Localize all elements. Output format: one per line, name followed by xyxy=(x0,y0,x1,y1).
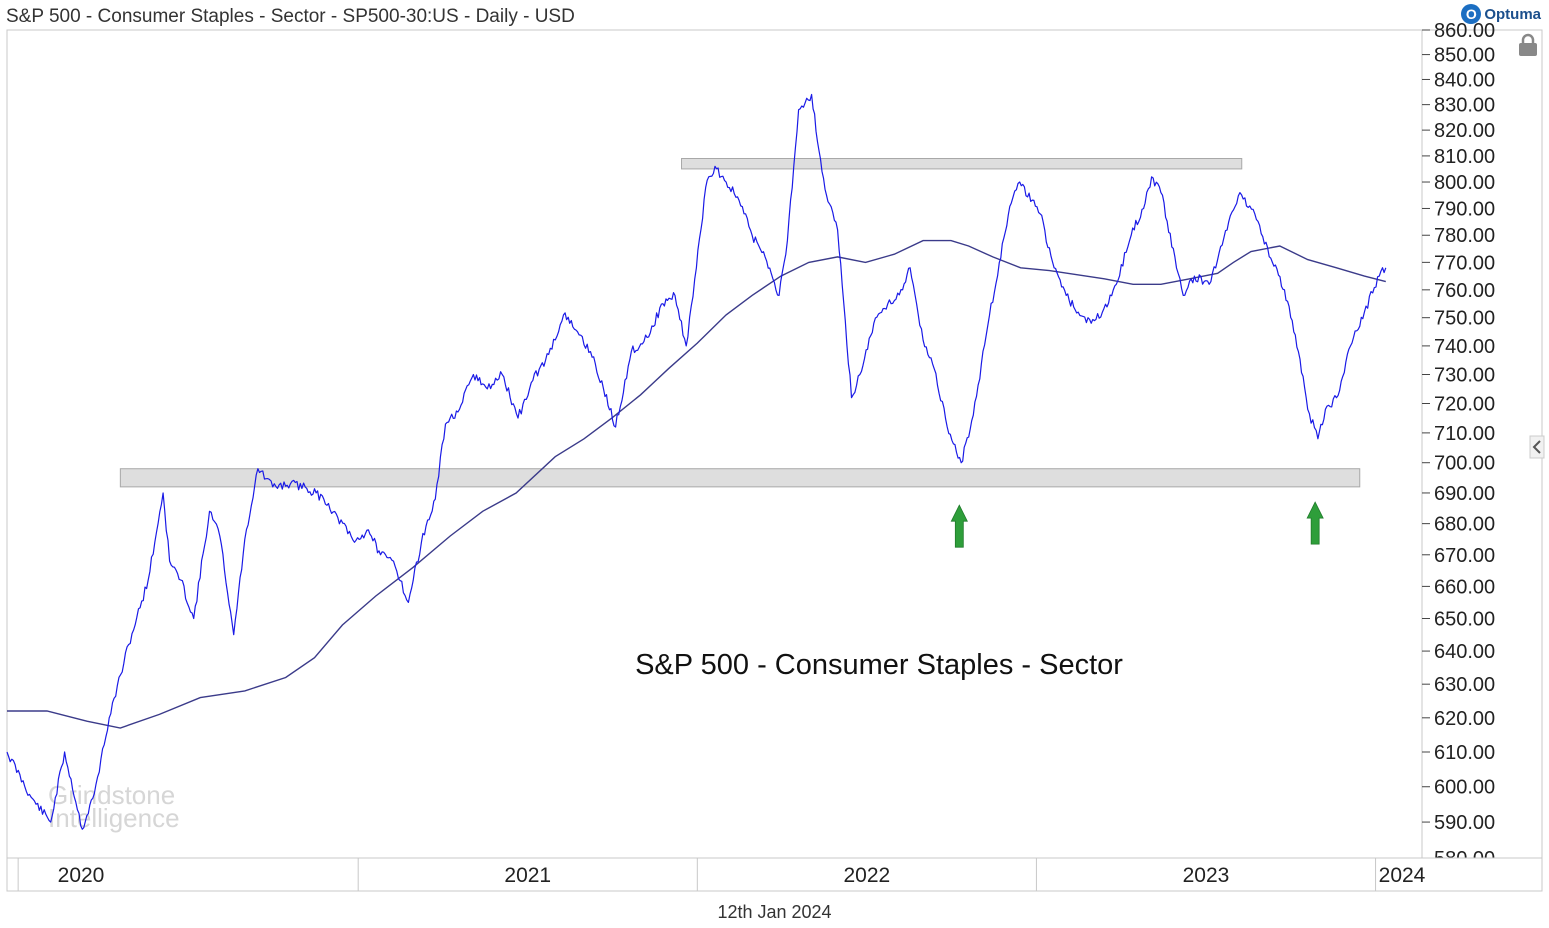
x-axis-labels: 2020 2021 2022 2023 2024 xyxy=(17,858,1426,891)
y-tick-label: 620.00 xyxy=(1434,708,1495,730)
y-tick-label: 660.00 xyxy=(1434,576,1495,598)
moving-average-line xyxy=(7,239,1386,729)
up-arrow xyxy=(950,504,968,548)
y-tick-label: 800.00 xyxy=(1434,172,1495,194)
resistance-zone xyxy=(681,158,1243,170)
y-tick-label: 610.00 xyxy=(1434,742,1495,764)
support-zone xyxy=(119,468,1361,488)
x-axis-label: 2020 xyxy=(58,864,105,887)
brand-logo: O Optuma xyxy=(1461,4,1541,24)
y-tick-label: 750.00 xyxy=(1434,308,1495,330)
y-tick-label: 710.00 xyxy=(1434,423,1495,445)
y-tick-label: 630.00 xyxy=(1434,674,1495,696)
y-tick-label: 760.00 xyxy=(1434,280,1495,302)
time-axis[interactable] xyxy=(6,857,1543,892)
y-axis-ticks: 580.00590.00600.00610.00620.00630.00640.… xyxy=(1422,20,1495,870)
y-tick-label: 790.00 xyxy=(1434,198,1495,220)
y-tick-label: 640.00 xyxy=(1434,641,1495,663)
price-line xyxy=(6,93,1387,830)
y-tick-label: 820.00 xyxy=(1434,120,1495,142)
arrows xyxy=(950,501,1324,548)
y-tick-label: 700.00 xyxy=(1434,453,1495,475)
y-tick-label: 840.00 xyxy=(1434,69,1495,91)
lock-icon[interactable] xyxy=(1519,33,1537,56)
up-arrow xyxy=(1306,501,1324,545)
y-tick-label: 770.00 xyxy=(1434,252,1495,274)
y-tick-label: 670.00 xyxy=(1434,545,1495,567)
y-tick-label: 780.00 xyxy=(1434,225,1495,247)
price-axis[interactable] xyxy=(1421,29,1543,859)
y-tick-label: 730.00 xyxy=(1434,364,1495,386)
footer-date: 12th Jan 2024 xyxy=(717,902,832,922)
watermark: Grindstone Intelligence xyxy=(48,780,180,833)
chart-title: S&P 500 - Consumer Staples - Sector - SP… xyxy=(6,6,575,27)
y-tick-label: 740.00 xyxy=(1434,336,1495,358)
y-tick-label: 860.00 xyxy=(1434,20,1495,42)
price-series xyxy=(6,93,1387,830)
y-tick-label: 830.00 xyxy=(1434,95,1495,117)
x-axis-label: 2023 xyxy=(1183,864,1230,887)
y-tick-label: 590.00 xyxy=(1434,812,1495,834)
y-tick-label: 850.00 xyxy=(1434,45,1495,67)
zones xyxy=(119,158,1361,488)
plot-area[interactable] xyxy=(6,29,1423,859)
y-tick-label: 600.00 xyxy=(1434,777,1495,799)
optuma-logo-icon: O xyxy=(1461,4,1482,24)
x-axis-label: 2021 xyxy=(504,864,551,887)
y-tick-label: 810.00 xyxy=(1434,146,1495,168)
y-tick-label: 690.00 xyxy=(1434,483,1495,505)
x-axis-label: 2022 xyxy=(844,864,891,887)
x-axis-label: 2024 xyxy=(1379,864,1426,887)
watermark-line-1: Grindstone xyxy=(48,780,175,810)
chart-annotation: S&P 500 - Consumer Staples - Sector xyxy=(635,649,1123,681)
moving-average xyxy=(7,239,1386,729)
y-tick-label: 720.00 xyxy=(1434,393,1495,415)
chevron-left-icon[interactable] xyxy=(1529,435,1545,459)
y-tick-label: 650.00 xyxy=(1434,608,1495,630)
brand-name: Optuma xyxy=(1484,5,1541,23)
y-tick-label: 680.00 xyxy=(1434,514,1495,536)
watermark-line-2: Intelligence xyxy=(48,803,180,833)
